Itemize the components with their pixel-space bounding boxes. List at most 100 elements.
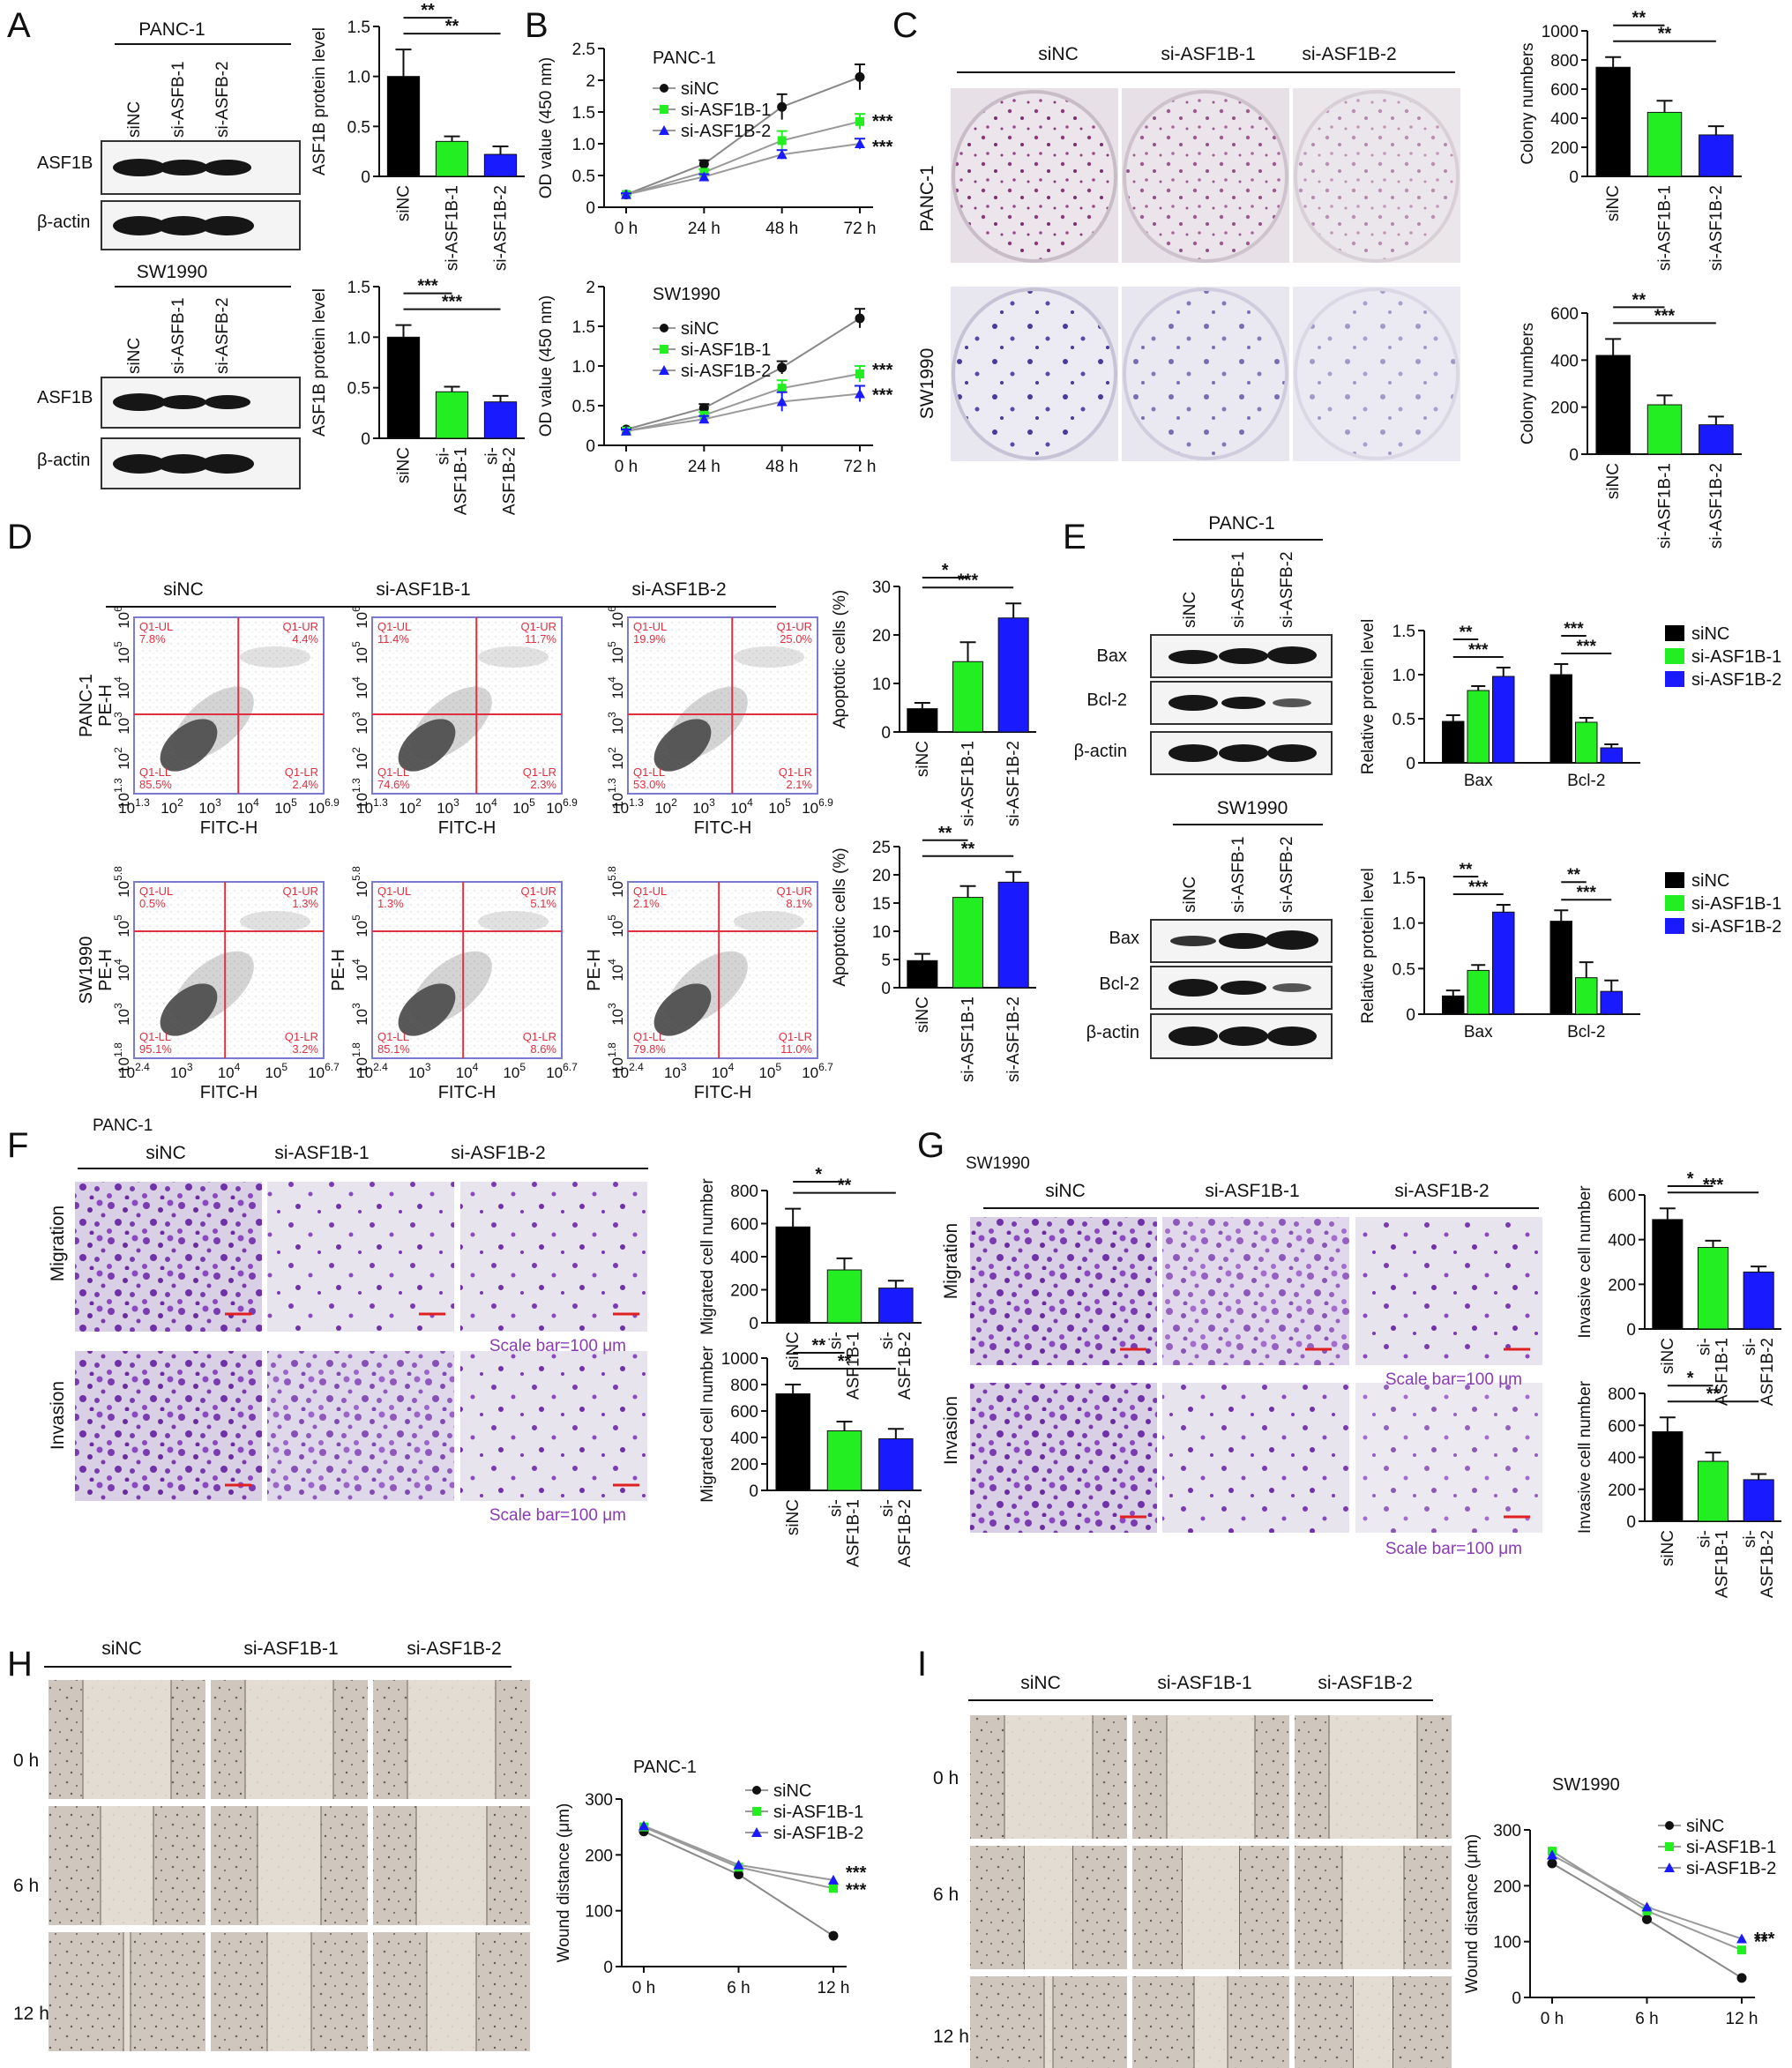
row-label-line: PANC-1 — [77, 674, 96, 737]
x-tick-label: 0 h — [1541, 2010, 1564, 2028]
sig-label: *** — [1564, 620, 1584, 638]
column-label: si-ASF1B-1 — [1205, 1181, 1299, 1201]
sig-label: *** — [417, 277, 438, 296]
y-tick-label: 200 — [730, 1282, 758, 1301]
y-tick-label: 600 — [730, 1216, 758, 1235]
tick-base: 10 — [356, 1064, 373, 1081]
tick-base: 10 — [354, 881, 370, 898]
x-tick-label: 101.3 — [612, 796, 644, 817]
category-label: Bax — [1464, 772, 1493, 790]
y-tick-label: 1.0 — [1393, 667, 1415, 685]
y-tick-label: 105.8 — [350, 866, 370, 898]
column-label: si-ASF1B-2 — [1394, 1181, 1489, 1201]
cell-population — [160, 719, 218, 772]
tick-base: 10 — [609, 612, 626, 629]
tick-base: 10 — [802, 1064, 818, 1081]
y-tick-label: 0 — [1406, 1006, 1415, 1025]
bar — [1652, 1219, 1684, 1330]
legend-marker — [1665, 1821, 1674, 1830]
y-axis-label: Invasive cell number — [1576, 1380, 1594, 1534]
category-label-line: ASF1B-2 — [896, 1499, 915, 1567]
y-tick-label: 106 — [606, 606, 626, 629]
legend-swatch — [1665, 918, 1684, 934]
sig-label: ** — [421, 1, 435, 20]
y-axis-label: Apoptotic cells (%) — [831, 590, 849, 728]
y-tick-label: 0 — [603, 1959, 613, 1977]
y-tick-label: 103 — [112, 712, 132, 735]
tick-exp: 3 — [606, 1003, 618, 1009]
legend-label: siNC — [773, 1781, 811, 1801]
bar-chart-c1: 0 200 400 600 800 1000 Colony numbers siNC si-AS… — [1519, 9, 1742, 271]
category-label-line: si- — [1741, 1530, 1759, 1548]
quadrant-name: Q1-UR — [283, 885, 318, 898]
wound-image — [211, 1806, 368, 1925]
category-label-line: siNC — [1604, 463, 1623, 499]
legend-label: si-ASF1B-1 — [1691, 894, 1781, 914]
tick-base: 10 — [456, 1064, 473, 1081]
y-tick-label: 104 — [350, 959, 370, 982]
y-tick-label: 800 — [730, 1377, 758, 1395]
tick-base: 10 — [399, 800, 415, 817]
quadrant-value: 2.4% — [292, 778, 318, 791]
x-tick-label: 103 — [692, 796, 715, 817]
data-point — [828, 1874, 839, 1885]
bar — [1697, 1247, 1729, 1330]
data-point — [621, 189, 631, 199]
bar — [386, 76, 421, 177]
micrograph — [1162, 1383, 1349, 1533]
tick-base: 10 — [609, 1057, 626, 1074]
category-label: siNC — [1659, 1338, 1677, 1374]
tick-exp: 4 — [235, 1061, 241, 1073]
y-tick-label: 0 — [361, 430, 370, 449]
scale-bar-group — [1120, 1348, 1530, 1519]
column-label: si-ASF1B-1 — [1161, 44, 1255, 64]
column-label: si-ASF1B-1 — [274, 1143, 369, 1163]
tick-exp: 5 — [112, 915, 124, 921]
data-point — [638, 1820, 649, 1831]
tick-exp: 6.9 — [563, 796, 578, 809]
quadrant-value: 85.1% — [377, 1042, 410, 1056]
category-label-line: si-ASF1B-1 — [444, 185, 462, 271]
cell-population-upper — [478, 911, 549, 932]
panel-f-images: PANC-1 siNC si-ASF1B-1 si-ASF1B-2 Migrat… — [48, 1116, 648, 1525]
category-label-line: si- — [827, 1332, 846, 1349]
y-tick-label: 0 — [749, 1315, 758, 1333]
y-axis-label: Apoptotic cells (%) — [831, 847, 849, 986]
bar — [907, 959, 938, 989]
data-point — [777, 362, 788, 373]
y-tick-label: 400 — [1550, 352, 1579, 370]
wound-image — [970, 1715, 1127, 1839]
panel-a-blot-sw1990: SW1990 siNC si-ASFB-1 si-ASFB-2 ASF1B β-… — [37, 262, 301, 489]
tick-exp: 4 — [253, 796, 259, 809]
y-tick-label: 200 — [730, 1456, 758, 1474]
x-tick-label: 104 — [456, 1061, 479, 1081]
legend-marker — [752, 1786, 761, 1795]
x-tick-label: 104 — [236, 796, 259, 817]
row-label: 0 h — [933, 1768, 959, 1788]
wound-image — [1295, 1715, 1452, 1839]
tick-base: 10 — [609, 753, 626, 770]
lane-label: siNC — [125, 338, 144, 374]
y-tick-label: 800 — [730, 1183, 758, 1201]
wound-image — [49, 1932, 205, 2051]
quadrant-name: Q1-UL — [139, 620, 173, 633]
quadrant-name: Q1-LR — [523, 765, 556, 779]
category-label-line: ASF1B-1 — [1713, 1338, 1731, 1406]
tick-exp: 6.7 — [563, 1061, 578, 1073]
bar — [775, 1393, 810, 1491]
tick-base: 10 — [116, 753, 132, 770]
y-tick-label: 1.5 — [347, 279, 370, 297]
quadrant-name: Q1-UL — [633, 885, 667, 898]
band-group — [113, 159, 254, 235]
tick-exp: 2.4 — [629, 1061, 644, 1073]
column-label: siNC — [163, 579, 204, 600]
bar — [1595, 355, 1631, 455]
y-tick-label: 1.0 — [347, 69, 370, 87]
tick-exp: 1.3 — [135, 796, 150, 809]
line-chart-b2: 0 0.5 1.0 1.5 2 0 h 24 h 48 h 72 h OD value (450 … — [537, 279, 893, 476]
data-point — [776, 149, 788, 160]
x-tick-label: 101.3 — [356, 796, 388, 817]
y-tick-label: 0 — [586, 199, 595, 218]
x-tick-label: 103 — [408, 1061, 431, 1081]
